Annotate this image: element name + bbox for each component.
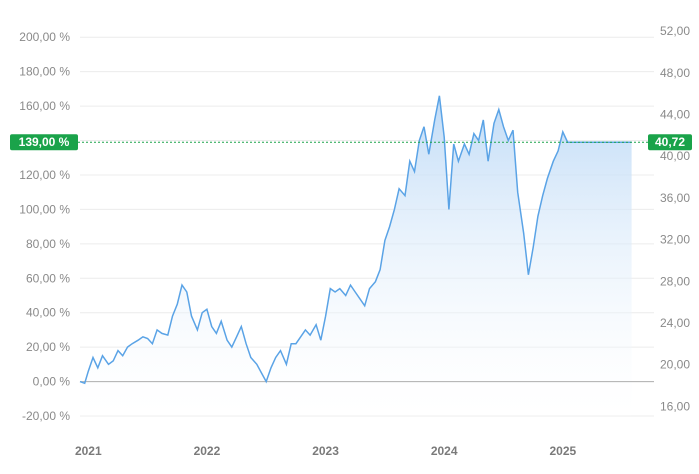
left-tick-label: 20,00 % <box>26 340 70 354</box>
left-tick-label: 180,00 % <box>19 65 70 79</box>
left-axis-ticks: 200,00 %180,00 %160,00 %140,00 %120,00 %… <box>19 30 70 423</box>
series-area <box>80 95 632 417</box>
right-axis-ticks: 52,00 48,00 44,00 40,00 36,00 32,00 28,00 24,00… <box>660 24 690 413</box>
left-tick-label: 60,00 % <box>26 271 70 285</box>
right-tick-label: 44,00 <box>660 107 690 121</box>
x-tick-label: 2025 <box>549 444 576 458</box>
x-tick-label: 2022 <box>194 444 221 458</box>
right-tick-label: 20,00 <box>660 358 690 372</box>
right-tick-label: 52,00 <box>660 24 690 38</box>
right-tick-label: 36,00 <box>660 191 690 205</box>
right-tick-label: 48,00 <box>660 66 690 80</box>
right-tick-label: 24,00 <box>660 316 690 330</box>
left-tick-label: 100,00 % <box>19 202 70 216</box>
current-price-label: 40,72 <box>655 135 685 149</box>
left-tick-label: 80,00 % <box>26 237 70 251</box>
x-tick-label: 2024 <box>431 444 458 458</box>
current-price-badge: 40,72 <box>648 134 692 151</box>
series-line[interactable] <box>79 95 632 385</box>
right-tick-label: 40,00 <box>660 149 690 163</box>
left-tick-label: 160,00 % <box>19 99 70 113</box>
left-tick-label: 200,00 % <box>19 30 70 44</box>
left-tick-label: -20,00 % <box>22 409 70 423</box>
left-tick-label: 0,00 % <box>33 375 71 389</box>
x-axis-ticks: 2021 2022 2023 2024 2025 <box>75 444 577 458</box>
left-tick-label: 40,00 % <box>26 306 70 320</box>
left-tick-label: 120,00 % <box>19 168 70 182</box>
x-tick-label: 2021 <box>75 444 102 458</box>
x-tick-label: 2023 <box>312 444 339 458</box>
right-tick-label: 32,00 <box>660 233 690 247</box>
right-tick-label: 28,00 <box>660 274 690 288</box>
current-percent-label: 139,00 % <box>19 135 70 149</box>
current-percent-badge: 139,00 % <box>10 134 78 151</box>
right-tick-label: 16,00 <box>660 399 690 413</box>
